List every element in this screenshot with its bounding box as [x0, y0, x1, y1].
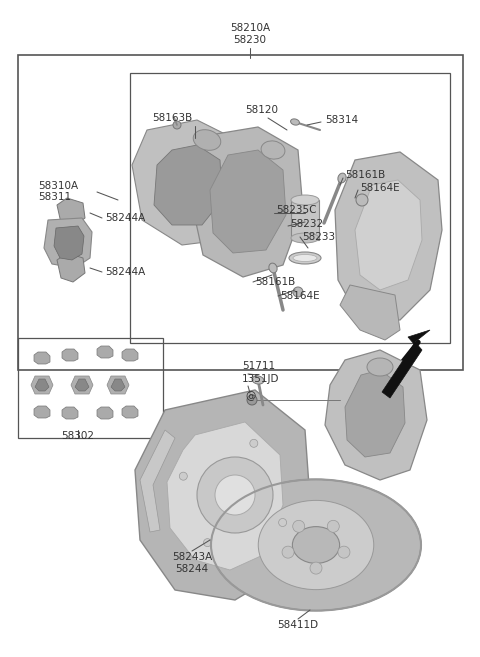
Text: 58161B: 58161B	[345, 170, 385, 180]
Text: 51711: 51711	[242, 361, 275, 371]
Ellipse shape	[291, 195, 319, 205]
Text: 58411D: 58411D	[277, 620, 319, 630]
Polygon shape	[325, 350, 427, 480]
Ellipse shape	[292, 527, 340, 563]
Text: 58244A: 58244A	[105, 213, 145, 223]
Bar	[18, 55, 463, 370]
Polygon shape	[154, 145, 222, 225]
Polygon shape	[57, 198, 85, 227]
Text: 58310A: 58310A	[38, 181, 78, 191]
Polygon shape	[291, 200, 319, 240]
Polygon shape	[31, 376, 53, 394]
Ellipse shape	[289, 252, 321, 264]
Text: 58311: 58311	[38, 192, 71, 202]
Circle shape	[282, 546, 294, 558]
Text: 58164E: 58164E	[280, 291, 320, 301]
Circle shape	[197, 457, 273, 533]
Ellipse shape	[290, 119, 300, 125]
Ellipse shape	[252, 376, 264, 384]
Ellipse shape	[258, 501, 374, 589]
Text: 58302: 58302	[61, 431, 95, 441]
Polygon shape	[62, 407, 78, 419]
Polygon shape	[34, 352, 50, 364]
Polygon shape	[135, 390, 310, 600]
Text: 58243A: 58243A	[172, 552, 212, 562]
Circle shape	[247, 395, 257, 405]
Polygon shape	[140, 430, 175, 532]
Polygon shape	[97, 346, 113, 358]
Text: 1351JD: 1351JD	[242, 374, 279, 384]
Bar	[18, 338, 163, 438]
Polygon shape	[75, 379, 89, 391]
Circle shape	[356, 194, 368, 206]
Polygon shape	[34, 406, 50, 418]
Ellipse shape	[261, 141, 285, 159]
Ellipse shape	[211, 480, 421, 610]
Ellipse shape	[173, 121, 181, 129]
Polygon shape	[345, 370, 405, 457]
Ellipse shape	[338, 173, 346, 183]
Polygon shape	[57, 253, 85, 282]
Polygon shape	[335, 152, 442, 320]
Polygon shape	[107, 376, 129, 394]
Polygon shape	[97, 407, 113, 419]
Text: 58161B: 58161B	[255, 277, 295, 287]
Text: 58233: 58233	[302, 232, 335, 242]
Polygon shape	[44, 218, 92, 268]
Circle shape	[338, 546, 350, 558]
Polygon shape	[122, 349, 138, 361]
Circle shape	[310, 562, 322, 574]
Bar	[130, 73, 450, 343]
Text: 58232: 58232	[290, 219, 323, 229]
Text: 58314: 58314	[325, 115, 358, 125]
Text: 58120: 58120	[245, 105, 278, 115]
Circle shape	[250, 440, 258, 447]
Polygon shape	[382, 330, 430, 398]
Polygon shape	[62, 349, 78, 361]
Text: @: @	[245, 391, 255, 401]
Text: 58164E: 58164E	[360, 183, 400, 193]
Ellipse shape	[291, 233, 319, 243]
Circle shape	[327, 520, 339, 532]
Polygon shape	[111, 379, 125, 391]
Polygon shape	[190, 127, 303, 277]
Text: 58210A: 58210A	[230, 23, 270, 33]
Polygon shape	[132, 120, 242, 245]
Circle shape	[215, 475, 255, 515]
Circle shape	[278, 518, 287, 526]
Polygon shape	[340, 285, 400, 340]
Polygon shape	[167, 422, 283, 570]
Circle shape	[180, 472, 187, 480]
Ellipse shape	[269, 263, 277, 273]
Text: 58235C: 58235C	[276, 205, 316, 215]
Text: 58244: 58244	[175, 564, 209, 574]
Circle shape	[204, 539, 212, 547]
Text: 58244A: 58244A	[105, 267, 145, 277]
Polygon shape	[35, 379, 49, 391]
Polygon shape	[54, 226, 84, 260]
Polygon shape	[71, 376, 93, 394]
Ellipse shape	[367, 358, 393, 376]
Polygon shape	[355, 180, 422, 290]
Text: 58230: 58230	[233, 35, 266, 45]
Ellipse shape	[293, 254, 317, 261]
Polygon shape	[122, 406, 138, 418]
Text: 58163B: 58163B	[152, 113, 192, 123]
Ellipse shape	[193, 129, 221, 150]
Circle shape	[293, 520, 305, 532]
Polygon shape	[210, 150, 286, 253]
Circle shape	[293, 287, 303, 297]
